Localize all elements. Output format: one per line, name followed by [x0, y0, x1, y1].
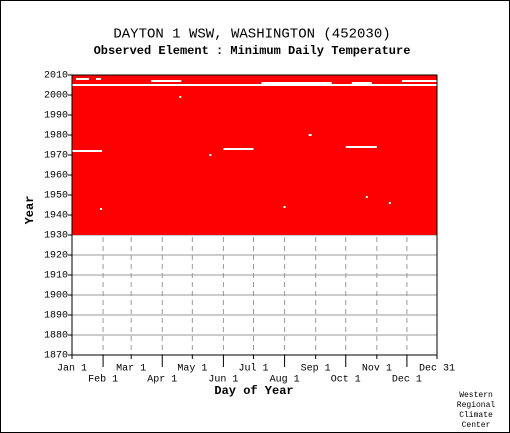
missing-gap	[308, 134, 312, 136]
y-tick-label: 1880	[44, 331, 68, 342]
x-tick-label: Oct 1	[331, 375, 361, 386]
footer-text: Regional	[457, 401, 496, 410]
y-tick-label: 1950	[44, 191, 68, 202]
x-tick-label: Dec 31	[419, 364, 455, 375]
missing-gap	[96, 78, 102, 80]
y-tick-label: 1930	[44, 231, 68, 242]
y-tick-label: 2010	[44, 71, 68, 82]
footer-text: Center	[462, 421, 491, 430]
missing-gap	[401, 80, 437, 82]
x-tick-label: Feb 1	[88, 374, 118, 386]
missing-gap	[72, 150, 103, 152]
missing-gap	[261, 82, 332, 84]
y-tick-label: 1910	[44, 271, 68, 282]
x-tick-label: Nov 1	[362, 364, 392, 375]
missing-gap	[209, 154, 212, 156]
x-tick-label: Jun 1	[208, 375, 238, 386]
chart-title: DAYTON 1 WSW, WASHINGTON (452030)	[113, 27, 390, 43]
x-tick-label: Aug 1	[270, 375, 300, 386]
missing-gap	[151, 80, 182, 82]
y-tick-label: 1890	[44, 311, 68, 322]
y-tick-label: 1990	[44, 111, 68, 122]
x-tick-label: Apr 1	[147, 375, 177, 386]
missing-gap	[223, 148, 254, 150]
y-tick-label: 1980	[44, 131, 68, 142]
missing-gap	[72, 84, 437, 86]
missing-gap	[351, 82, 372, 84]
y-tick-label: 2000	[44, 91, 68, 102]
footer-text: Western	[459, 391, 493, 400]
y-tick-label: 1870	[44, 351, 68, 362]
y-tick-label: 1940	[44, 211, 68, 222]
chart-subtitle: Observed Element : Minimum Daily Tempera…	[94, 44, 411, 58]
missing-gap	[76, 78, 90, 80]
x-tick-label: Mar 1	[116, 364, 146, 375]
missing-gap	[345, 146, 377, 148]
x-tick-label: Dec 1	[392, 375, 422, 386]
y-tick-label: 1960	[44, 171, 68, 182]
footer-text: Climate	[459, 411, 493, 420]
plot-border	[71, 74, 438, 356]
x-tick-label: May 1	[177, 364, 207, 375]
y-tick-label: 1970	[44, 151, 68, 162]
observed-period	[72, 75, 437, 235]
missing-gap	[283, 206, 286, 208]
x-tick-label: Jan 1	[57, 364, 87, 375]
y-tick-label: 1920	[44, 251, 68, 262]
missing-gap	[179, 96, 182, 98]
missing-gap	[365, 196, 368, 198]
x-tick-label: Sep 1	[301, 364, 331, 375]
missing-gap	[388, 202, 391, 204]
y-tick-label: 1900	[44, 291, 68, 302]
x-axis-label: Day of Year	[214, 384, 293, 398]
missing-gap	[100, 208, 103, 210]
x-tick-label: Jul 1	[238, 363, 268, 375]
y-axis-label: Year	[23, 196, 37, 225]
